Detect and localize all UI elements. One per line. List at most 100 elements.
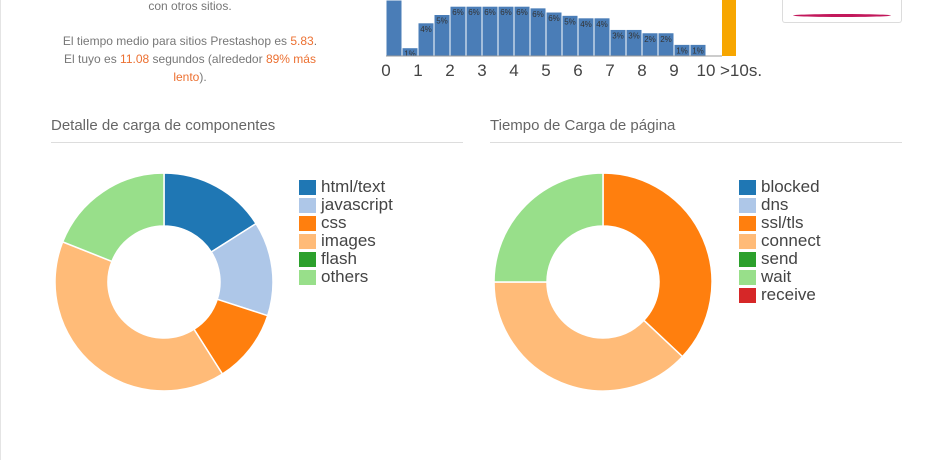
histogram-bar-label: 5%: [564, 17, 576, 26]
components-slice-others: [61, 172, 165, 263]
legend-swatch: [299, 215, 316, 231]
histogram-tick-label: 4: [509, 61, 518, 80]
pagetime-rule: [490, 142, 902, 143]
components-rule: [51, 142, 463, 143]
pagetime-slice-ssl-tls: [602, 172, 713, 358]
histogram-bar-label: 6%: [452, 8, 464, 17]
legend-item: wait: [739, 267, 821, 286]
histogram-tick-label: 3: [477, 61, 486, 80]
pagetime-legend: blocked dns ssl/tls connect send wait receive: [739, 177, 821, 304]
pagetime-title: Tiempo de Carga de página: [490, 117, 676, 134]
histogram-bar-label: 1%: [404, 50, 416, 59]
legend-swatch: [299, 251, 316, 267]
average-suffix: .: [313, 34, 318, 48]
legend-item: css: [299, 213, 393, 232]
legend-label: connect: [761, 231, 821, 250]
legend-swatch: [299, 269, 316, 285]
histogram-tick-label: 6: [573, 61, 582, 80]
histogram-bar: [385, 0, 403, 57]
legend-label: javascript: [321, 195, 393, 214]
average-prefix: El tiempo medio para sitios Prestashop e…: [62, 34, 291, 48]
legend-item: others: [299, 267, 393, 286]
histogram-bar-label: 5%: [436, 17, 448, 26]
average-value: 5.83: [290, 34, 314, 48]
yours-percent: 89% más: [265, 52, 316, 66]
yours-percent-2: lento: [173, 70, 200, 84]
legend-label: dns: [761, 195, 789, 214]
yours-middle: segundos (alrededor: [149, 52, 266, 66]
histogram-tick-label: >10s.: [720, 61, 762, 80]
legend-item: connect: [739, 231, 821, 250]
legend-swatch: [739, 179, 756, 195]
legend-item: images: [299, 231, 393, 250]
legend-label: others: [321, 267, 369, 286]
legend-swatch: [739, 197, 756, 213]
legend-label: flash: [321, 249, 357, 268]
legend-item: javascript: [299, 195, 393, 214]
histogram-bar-label: 4%: [580, 20, 592, 29]
histogram-bar-label: 6%: [484, 8, 496, 17]
legend-label: css: [321, 213, 347, 232]
legend-swatch: [739, 269, 756, 285]
histogram-tick-label: 8: [637, 61, 646, 80]
legend-label: receive: [761, 285, 816, 304]
histogram-highlight-bar: [722, 0, 736, 56]
histogram-bar-label: 1%: [692, 46, 704, 55]
legend-label: blocked: [761, 177, 820, 196]
legend-item: blocked: [739, 177, 821, 196]
pagetime-slice-wait: [493, 172, 604, 283]
histogram-bar-label: 2%: [660, 35, 672, 44]
components-slice-images: [54, 240, 224, 392]
histogram-tick-label: 0: [381, 61, 390, 80]
histogram-bar-label: 3%: [612, 31, 624, 40]
yours-suffix: ).: [199, 70, 207, 84]
pagetime-donut-chart: [493, 172, 713, 392]
legend-item: receive: [739, 285, 821, 304]
mini-chart-thumbnail: [782, 0, 902, 23]
load-time-histogram: 1% 4% 5% 6% 6% 6% 6% 6% 6% 6% 5% 4% 4% 3% 3% 2% 2% 1% 1% 0 1…: [381, 0, 762, 80]
legend-label: ssl/tls: [761, 213, 804, 232]
histogram-bar-label: 1%: [676, 46, 688, 55]
intro-line-1: con otros sitios.: [40, 0, 340, 15]
yours-prefix: El tuyo es: [64, 52, 121, 66]
histogram-bar-label: 3%: [628, 31, 640, 40]
left-border: [0, 0, 1, 460]
histogram-tick-label: 7: [605, 61, 614, 80]
legend-item: dns: [739, 195, 821, 214]
legend-swatch: [299, 233, 316, 249]
components-donut-chart: [54, 172, 274, 392]
legend-swatch: [739, 287, 756, 303]
histogram-tick-label: 9: [669, 61, 678, 80]
legend-label: send: [761, 249, 798, 268]
legend-swatch: [739, 251, 756, 267]
histogram-bar-label: 6%: [468, 8, 480, 17]
legend-item: flash: [299, 249, 393, 268]
legend-label: html/text: [321, 177, 386, 196]
legend-swatch: [299, 197, 316, 213]
legend-swatch: [739, 215, 756, 231]
components-title: Detalle de carga de componentes: [51, 117, 276, 134]
legend-label: images: [321, 231, 376, 250]
legend-label: wait: [761, 267, 792, 286]
histogram-bar-label: 6%: [532, 10, 544, 19]
histogram-bar-label: 4%: [596, 20, 608, 29]
legend-swatch: [299, 179, 316, 195]
histogram-tick-label: 10: [697, 61, 716, 80]
histogram-bar-label: 6%: [516, 8, 528, 17]
legend-item: html/text: [299, 177, 393, 196]
histogram-bar-label: 2%: [644, 35, 656, 44]
legend-item: ssl/tls: [739, 213, 821, 232]
histogram-tick-label: 1: [413, 61, 422, 80]
legend-item: send: [739, 249, 821, 268]
histogram-bar-label: 6%: [500, 8, 512, 17]
yours-value: 11.08: [120, 52, 150, 66]
intro-average: El tiempo medio para sitios Prestashop e…: [40, 32, 340, 86]
mini-chart-line: [793, 14, 891, 17]
pagetime-slice-connect: [493, 281, 684, 392]
intro-text: con otros sitios.: [148, 0, 232, 13]
components-legend: html/text javascript css images flash others: [299, 177, 393, 286]
histogram-tick-label: 2: [445, 61, 454, 80]
histogram-tick-label: 5: [541, 61, 550, 80]
histogram-bar-label: 6%: [548, 14, 560, 23]
histogram-bar-label: 4%: [420, 25, 432, 34]
